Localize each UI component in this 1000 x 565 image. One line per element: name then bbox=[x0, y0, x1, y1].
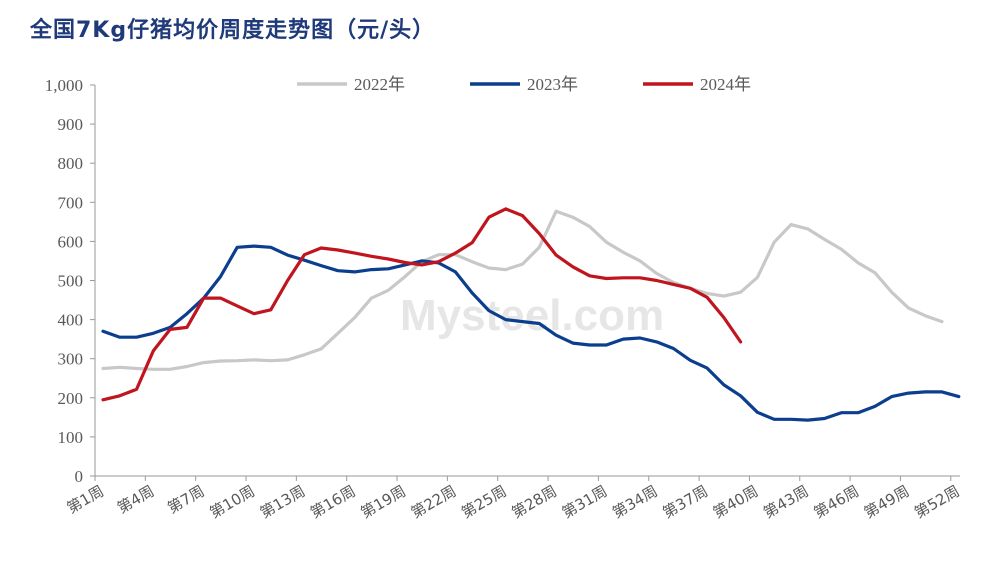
legend-label: 2022年 bbox=[354, 75, 405, 94]
y-tick-label: 100 bbox=[58, 428, 84, 447]
y-tick-label: 800 bbox=[58, 154, 84, 173]
series-line-2022年 bbox=[101, 209, 944, 371]
x-tick-label: 第19周 bbox=[358, 482, 410, 522]
legend: 2022年 2023年 2024年 bbox=[297, 75, 751, 94]
x-tick-label: 第25周 bbox=[458, 482, 510, 522]
y-tick-label: 600 bbox=[58, 232, 84, 251]
x-tick-label: 第16周 bbox=[307, 482, 359, 522]
x-tick-label: 第22周 bbox=[408, 482, 460, 522]
x-tick-label: 第34周 bbox=[609, 482, 661, 522]
x-tick-label: 第37周 bbox=[660, 482, 712, 522]
chart-title: 全国7Kg仔猪均价周度走势图（元/头） bbox=[30, 18, 436, 43]
y-tick-label: 1,000 bbox=[45, 76, 83, 95]
x-tick-label: 第49周 bbox=[861, 482, 913, 522]
x-tick-label: 第46周 bbox=[811, 482, 863, 522]
x-tick-label: 第13周 bbox=[257, 482, 309, 522]
y-tick-label: 0 bbox=[75, 467, 84, 486]
series-line-2024年 bbox=[101, 207, 743, 402]
y-tick-label: 200 bbox=[58, 389, 84, 408]
x-tick-label: 第4周 bbox=[114, 482, 157, 517]
x-tick-label: 第28周 bbox=[509, 482, 561, 522]
x-tick-label: 第40周 bbox=[710, 482, 762, 522]
legend-label: 2024年 bbox=[700, 75, 751, 94]
x-tick-label: 第31周 bbox=[559, 482, 611, 522]
y-tick-label: 300 bbox=[58, 350, 84, 369]
x-tick-label: 第7周 bbox=[164, 482, 207, 517]
x-tick-label: 第1周 bbox=[64, 482, 107, 517]
series-line-2023年 bbox=[101, 244, 961, 422]
watermark: Mysteel.com bbox=[400, 291, 664, 340]
y-tick-label: 700 bbox=[58, 193, 84, 212]
x-tick-label: 第43周 bbox=[760, 482, 812, 522]
series-lines bbox=[101, 207, 961, 422]
x-tick-label: 第10周 bbox=[207, 482, 259, 522]
legend-label: 2023年 bbox=[527, 75, 578, 94]
y-tick-label: 500 bbox=[58, 272, 84, 291]
x-tick-label: 第52周 bbox=[911, 482, 963, 522]
y-tick-label: 400 bbox=[58, 311, 84, 330]
y-tick-label: 900 bbox=[58, 115, 84, 134]
